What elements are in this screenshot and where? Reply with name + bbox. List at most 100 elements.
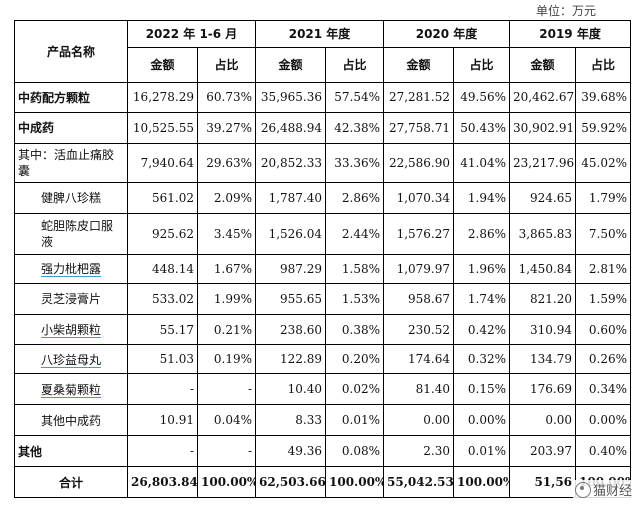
row-label: 中成药 (14, 111, 128, 144)
cell-value: 51.03 (127, 344, 198, 375)
cell-value: 0.04% (197, 404, 256, 437)
row-label: 其他中成药 (14, 404, 128, 437)
watermark-logo-icon (574, 481, 591, 498)
cell-value: 174.64 (383, 344, 455, 375)
cell-value: - (127, 435, 198, 468)
cell-value: 1.67% (197, 253, 256, 284)
cell-value: 0.40% (575, 435, 632, 468)
cell-value: 958.67 (383, 282, 455, 315)
header-amount: 金额 (127, 46, 198, 83)
cell-value: 45.02% (575, 142, 632, 183)
cell-value: 203.97 (509, 435, 577, 468)
cell-value: 122.89 (255, 344, 326, 375)
cell-value: 7.50% (575, 212, 632, 255)
header-ratio: 占比 (197, 46, 256, 83)
row-label-text: 八珍益母丸 (41, 352, 102, 368)
cell-value: 1,526.04 (255, 212, 326, 255)
cell-value: 8.33 (255, 404, 326, 437)
cell-value: 238.60 (255, 313, 326, 346)
row-label: 合计 (14, 466, 128, 498)
cell-value: 1.79% (575, 181, 632, 214)
cell-value: 2.86% (453, 212, 511, 255)
table-row: 健脾八珍糕 561.02 2.09% 1,787.40 2.86% 1,070.… (14, 181, 632, 214)
header-period-2022h1: 2022 年 1-6 月 (127, 20, 256, 48)
cell-value: 60.73% (197, 81, 256, 113)
cell-value: 0.00 (383, 404, 455, 437)
cell-value: 16,278.29 (127, 81, 198, 113)
cell-value: 100.00% (453, 466, 511, 498)
cell-value: 821.20 (509, 282, 577, 315)
cell-value: 0.38% (324, 313, 385, 346)
cell-value: 57.54% (324, 81, 385, 113)
row-label: 小柴胡颗粒 (14, 313, 128, 346)
cell-value: 49.56% (453, 81, 511, 113)
cell-value: 2.81% (575, 253, 632, 284)
row-label: 夏桑菊颗粒 (14, 373, 128, 406)
cell-value: 0.26% (575, 344, 632, 375)
row-label: 八珍益母丸 (14, 344, 128, 375)
cell-value: 10.91 (127, 404, 198, 437)
header-row-periods: 产品名称 2022 年 1-6 月 2021 年度 2020 年度 2019 年… (14, 20, 632, 83)
cell-value: 0.00% (453, 404, 511, 437)
cell-value: - (127, 373, 198, 406)
header-amount: 金额 (383, 46, 455, 83)
cell-value: 1.94% (453, 181, 511, 214)
cell-value: 0.60% (575, 313, 632, 346)
cell-value: 0.01% (324, 404, 385, 437)
cell-value: 0.15% (453, 373, 511, 406)
table-row: 蛇胆陈皮口服液 925.62 3.45% 1,526.04 2.44% 1,57… (14, 212, 632, 255)
cell-value: 7,940.64 (127, 142, 198, 183)
cell-value: 49.36 (255, 435, 326, 468)
table-row: 强力枇杷露 448.14 1.67% 987.29 1.58% 1,079.97… (14, 253, 632, 284)
cell-value: 955.65 (255, 282, 326, 315)
header-product-name: 产品名称 (14, 20, 128, 83)
cell-value: 27,281.52 (383, 81, 455, 113)
row-label: 其中：活血止痛胶囊 (14, 142, 128, 183)
row-label: 中药配方颗粒 (14, 81, 128, 113)
header-period-2021: 2021 年度 (254, 20, 385, 48)
cell-value: 59.92% (575, 111, 632, 144)
cell-value: 22,586.90 (383, 142, 455, 183)
cell-value: 55,042.53 (383, 466, 455, 498)
row-label: 健脾八珍糕 (14, 181, 128, 214)
header-period-2019: 2019 年度 (509, 20, 632, 48)
cell-value: 10.40 (255, 373, 326, 406)
header-row-metrics: 金额 占比 金额 占比 金额 占比 金额 占比 (15, 46, 632, 83)
cell-value: - (197, 373, 256, 406)
cell-value: 925.62 (127, 212, 198, 255)
header-ratio: 占比 (324, 46, 385, 83)
table-row: 中药配方颗粒 16,278.29 60.73% 35,965.36 57.54%… (14, 81, 632, 113)
cell-value: 30,902.91 (509, 111, 577, 144)
cell-value: 3,865.83 (509, 212, 577, 255)
header-amount: 金额 (255, 46, 326, 83)
cell-value: 561.02 (127, 181, 198, 214)
cell-value: 310.94 (509, 313, 577, 346)
cell-value: 39.27% (197, 111, 256, 144)
cell-value: 0.01% (453, 435, 511, 468)
cell-value: 0.08% (324, 435, 385, 468)
table-row: 夏桑菊颗粒 - - 10.40 0.02% 81.40 0.15% 176.69… (14, 373, 632, 406)
cell-value: 26,488.94 (255, 111, 326, 144)
cell-value: 0.32% (453, 344, 511, 375)
cell-value: 10,525.55 (127, 111, 198, 144)
revenue-table: 产品名称 2022 年 1-6 月 2021 年度 2020 年度 2019 年… (14, 20, 632, 498)
cell-value: 1.58% (324, 253, 385, 284)
cell-value: 2.30 (383, 435, 455, 468)
cell-value: 0.19% (197, 344, 256, 375)
cell-value: 1.99% (197, 282, 256, 315)
cell-value: 42.38% (324, 111, 385, 144)
cell-value: 1,576.27 (383, 212, 455, 255)
header-ratio: 占比 (453, 46, 511, 83)
cell-value: 51,56 (509, 466, 577, 498)
cell-value: 1.53% (324, 282, 385, 315)
cell-value: 134.79 (509, 344, 577, 375)
table-row: 八珍益母丸 51.03 0.19% 122.89 0.20% 174.64 0.… (14, 344, 632, 375)
cell-value: - (197, 435, 256, 468)
table-row: 灵芝浸膏片 533.02 1.99% 955.65 1.53% 958.67 1… (14, 282, 632, 315)
cell-value: 29.63% (197, 142, 256, 183)
cell-value: 0.00 (509, 404, 577, 437)
cell-value: 0.34% (575, 373, 632, 406)
watermark: 猫财经 (572, 480, 634, 499)
cell-value: 41.04% (453, 142, 511, 183)
cell-value: 0.00% (575, 404, 632, 437)
